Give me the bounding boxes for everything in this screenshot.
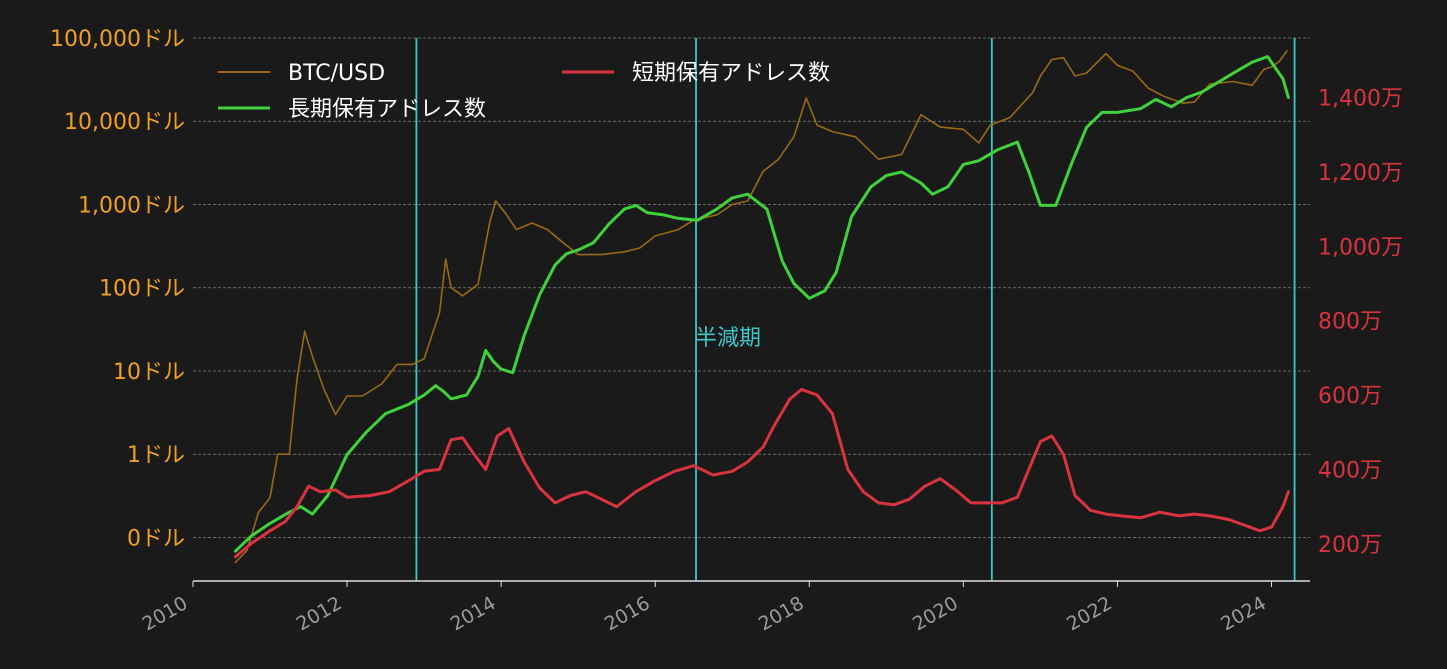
legend-label: BTC/USD <box>288 61 385 86</box>
y-left-tick-label: 0ドル <box>127 526 185 551</box>
y-right-tick-label: 600万 <box>1318 384 1382 409</box>
y-right-tick-label: 200万 <box>1318 533 1382 558</box>
series-line-2 <box>233 388 1290 559</box>
y-right-tick-label: 1,400万 <box>1318 87 1403 112</box>
series-line-1 <box>233 55 1290 553</box>
y-right-tick-label: 1,200万 <box>1318 161 1403 186</box>
legend-label: 短期保有アドレス数 <box>632 61 830 86</box>
y-right-tick-label: 400万 <box>1318 458 1382 483</box>
series-lines <box>233 50 1290 564</box>
y-left-tick-label: 100ドル <box>99 277 185 302</box>
axes: 100,000ドル 10,000ドル 1,000ドル 100ドル 10ドル 1ドル 0ドル 2… <box>50 27 1403 636</box>
grid-lines <box>193 37 1310 538</box>
y-right-tick-label: 800万 <box>1318 310 1382 335</box>
legend-label: 長期保有アドレス数 <box>288 97 486 122</box>
y-left-tick-label: 10,000ドル <box>64 110 185 135</box>
y-left-tick-label: 100,000ドル <box>50 27 185 52</box>
series-line-0 <box>234 50 1288 564</box>
y-left-tick-label: 1ドル <box>127 443 185 468</box>
y-left-tick-label: 10ドル <box>113 360 185 385</box>
y-right-tick-label: 1,000万 <box>1318 235 1403 260</box>
halving-lines <box>415 38 1296 581</box>
y-left-tick-label: 1,000ドル <box>78 193 185 218</box>
halving-annotation: 半減期 <box>695 326 761 351</box>
